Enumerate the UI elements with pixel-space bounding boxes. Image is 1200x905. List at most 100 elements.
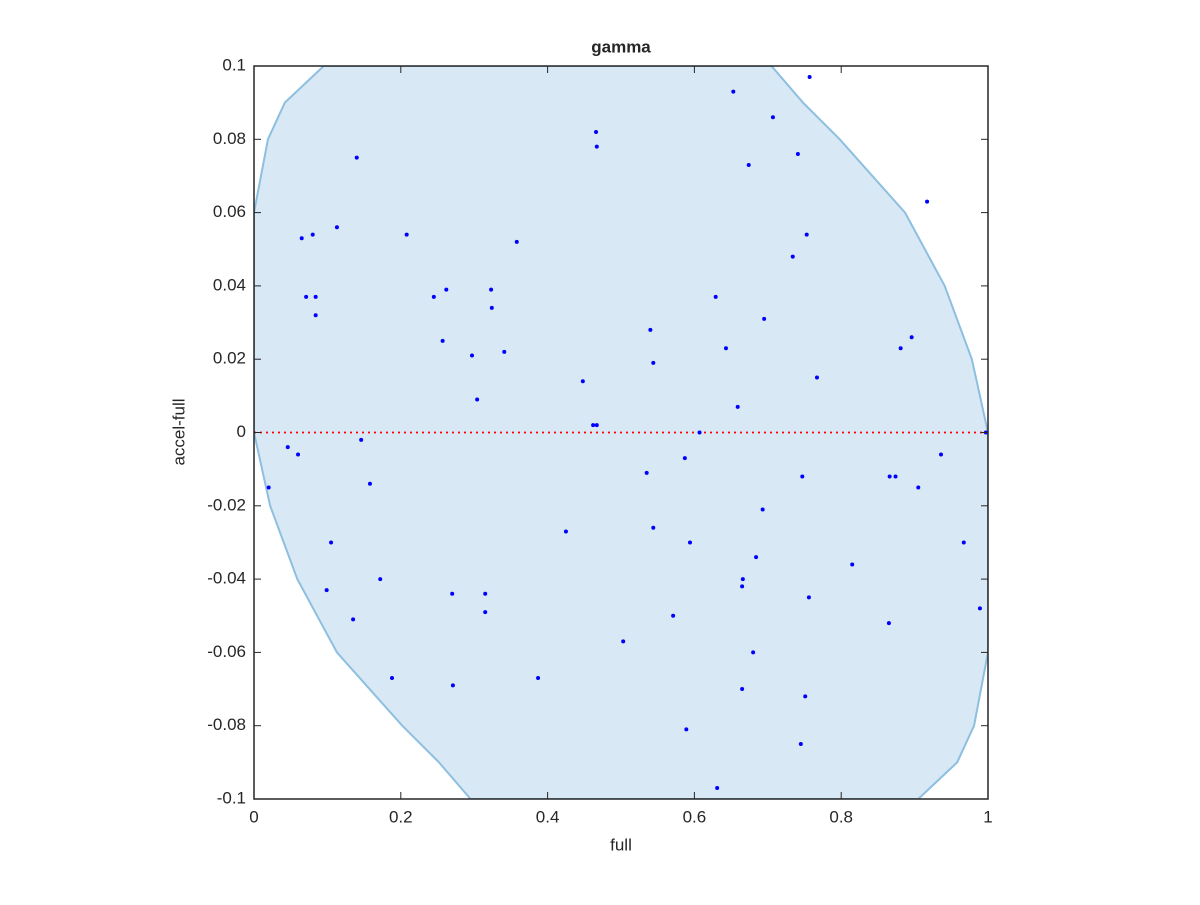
point <box>723 346 728 351</box>
point <box>450 683 455 688</box>
y-tick-label: 0 <box>237 422 246 441</box>
point <box>760 507 765 512</box>
point <box>746 162 751 167</box>
point <box>621 639 626 644</box>
y-tick-label: -0.08 <box>207 715 246 734</box>
point <box>296 452 301 457</box>
y-tick-label: -0.02 <box>207 495 246 514</box>
x-tick-label: 0.4 <box>536 807 560 826</box>
point <box>431 294 436 299</box>
point <box>563 529 568 534</box>
point <box>893 474 898 479</box>
point <box>644 470 649 475</box>
point <box>483 591 488 596</box>
point <box>735 404 740 409</box>
x-tick-label: 0.8 <box>829 807 853 826</box>
point <box>404 232 409 237</box>
point <box>483 610 488 615</box>
y-tick-label: -0.04 <box>207 569 246 588</box>
point <box>536 676 541 681</box>
point <box>798 742 803 747</box>
x-tick-label: 0.2 <box>389 807 413 826</box>
point <box>285 445 290 450</box>
point <box>671 613 676 618</box>
point <box>697 430 702 435</box>
point <box>807 74 812 79</box>
point <box>304 294 309 299</box>
point <box>580 379 585 384</box>
point <box>961 540 966 545</box>
point <box>351 617 356 622</box>
y-tick-label: -0.1 <box>217 788 246 807</box>
point <box>939 452 944 457</box>
x-tick-label: 0 <box>249 807 258 826</box>
point <box>800 474 805 479</box>
point <box>594 129 599 134</box>
x-tick-label: 0.6 <box>683 807 707 826</box>
point <box>475 397 480 402</box>
point <box>354 155 359 160</box>
point <box>684 727 689 732</box>
point <box>916 485 921 490</box>
point <box>715 786 720 791</box>
point <box>850 562 855 567</box>
plot-area <box>254 66 988 799</box>
point <box>687 540 692 545</box>
point <box>489 287 494 292</box>
y-tick-label: 0.06 <box>213 202 246 221</box>
point <box>731 89 736 94</box>
y-tick-label: 0.02 <box>213 349 246 368</box>
point <box>754 555 759 560</box>
point <box>299 236 304 241</box>
point <box>591 423 596 428</box>
point <box>740 687 745 692</box>
point <box>502 349 507 354</box>
point <box>898 346 903 351</box>
y-tick-label: 0.1 <box>222 55 246 74</box>
point <box>814 375 819 380</box>
point <box>378 577 383 582</box>
point <box>795 151 800 156</box>
point <box>740 577 745 582</box>
point <box>594 423 599 428</box>
point <box>886 621 891 626</box>
point <box>324 588 329 593</box>
y-tick-label: -0.06 <box>207 642 246 661</box>
point <box>740 584 745 589</box>
point <box>751 650 756 655</box>
point <box>977 606 982 611</box>
point <box>790 254 795 259</box>
point <box>310 232 315 237</box>
point <box>762 316 767 321</box>
point <box>651 525 656 530</box>
point <box>803 694 808 699</box>
point <box>469 353 474 358</box>
point <box>648 327 653 332</box>
point <box>329 540 334 545</box>
y-tick-label: 0.04 <box>213 275 246 294</box>
point <box>651 360 656 365</box>
point <box>389 676 394 681</box>
point <box>266 485 271 490</box>
x-axis-label: full <box>610 835 632 854</box>
point <box>334 225 339 230</box>
point <box>594 144 599 149</box>
point <box>770 115 775 120</box>
point <box>313 313 318 318</box>
chart-title: gamma <box>591 37 651 56</box>
point <box>909 335 914 340</box>
point <box>806 595 811 600</box>
point <box>313 294 318 299</box>
point <box>444 287 449 292</box>
point <box>359 437 364 442</box>
point <box>682 456 687 461</box>
point <box>804 232 809 237</box>
point <box>887 474 892 479</box>
y-tick-label: 0.08 <box>213 129 246 148</box>
point <box>713 294 718 299</box>
point <box>367 481 372 486</box>
point <box>450 591 455 596</box>
point <box>514 239 519 244</box>
point <box>440 338 445 343</box>
